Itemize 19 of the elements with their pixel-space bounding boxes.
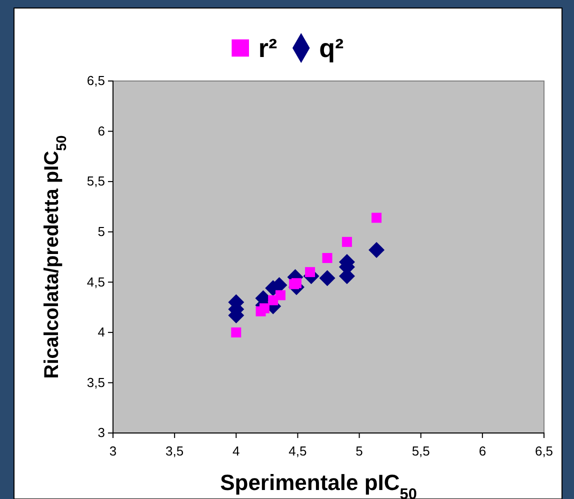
x-tick-label: 6,5 xyxy=(534,443,554,458)
y-tick-label: 4 xyxy=(98,324,105,340)
y-tick-label: 3 xyxy=(98,425,105,440)
x-tick-label: 3 xyxy=(109,443,117,458)
x-tick-label: 4,5 xyxy=(288,443,307,458)
y-tick-label: 5 xyxy=(98,224,105,240)
y-tick-label: 5,5 xyxy=(86,174,105,189)
x-tick-label: 5,5 xyxy=(412,443,430,458)
x-tick-label: 4 xyxy=(232,443,240,458)
legend-label: q² xyxy=(319,33,344,63)
x-tick-label: 3,5 xyxy=(166,443,184,458)
y-tick-label: 3,5 xyxy=(86,374,105,390)
y-tick-label: 4,5 xyxy=(86,274,105,290)
x-axis-title: Sperimentale pIC$_{50}$ xyxy=(220,470,417,499)
y-tick-label: 6,5 xyxy=(86,73,105,88)
x-tick-label: 6 xyxy=(478,443,486,458)
y-tick-label: 6 xyxy=(98,123,105,138)
x-tick-label: 5 xyxy=(356,443,363,458)
legend-label: r² xyxy=(258,33,278,63)
